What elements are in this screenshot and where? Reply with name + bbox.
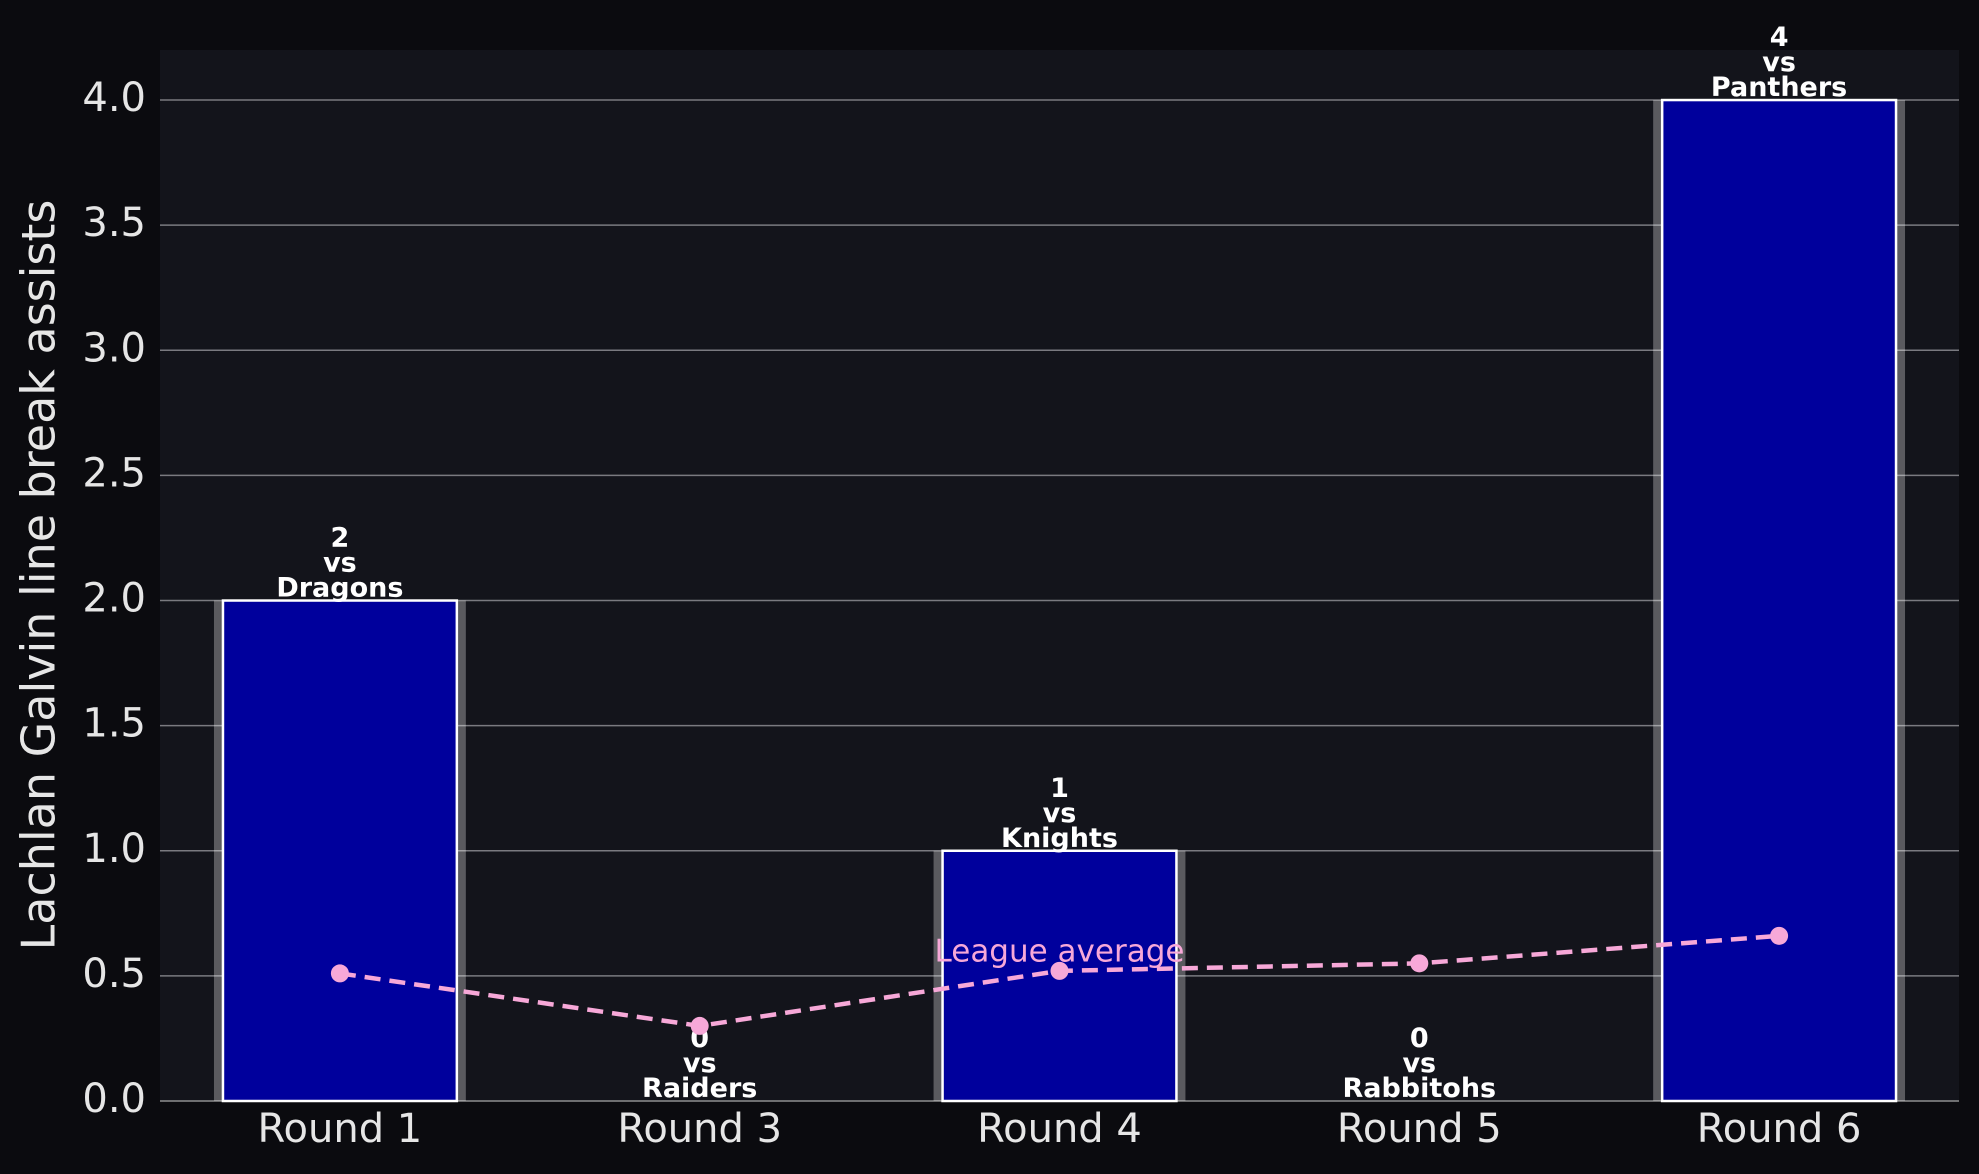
value-label-line: Knights (1001, 822, 1118, 853)
x-tick-label: Round 6 (1697, 1106, 1862, 1152)
value-label-line: 4 (1770, 22, 1789, 53)
value-label-line: vs (683, 1048, 717, 1079)
series-point (330, 964, 349, 983)
value-label: 4 vs Panthers (1711, 22, 1847, 103)
y-tick-label: 4.0 (82, 75, 146, 121)
value-label-line: vs (1762, 47, 1796, 78)
y-tick-label: 3.5 (82, 200, 146, 246)
y-tick-label: 3.0 (82, 325, 146, 371)
series-point (1410, 954, 1429, 973)
value-label: 2 vs Dragons (276, 522, 403, 603)
y-tick-label: 1.5 (82, 701, 146, 747)
value-label-line: vs (1043, 797, 1077, 828)
value-label-line: vs (323, 547, 357, 578)
y-tick-label: 0.0 (82, 1076, 146, 1122)
x-tick-label: Round 5 (1337, 1106, 1502, 1152)
bar (1660, 98, 1898, 1103)
y-tick-label: 2.5 (82, 450, 146, 496)
value-label-line: Panthers (1711, 72, 1847, 103)
y-tick-label: 2.0 (82, 576, 146, 622)
y-tick-label: 0.5 (82, 951, 146, 997)
value-label-line: vs (1402, 1048, 1436, 1079)
value-label-line: 2 (331, 522, 350, 553)
x-tick-label: Round 3 (617, 1106, 782, 1152)
value-label-line: Rabbitohs (1342, 1073, 1496, 1104)
series-point (1050, 961, 1069, 980)
y-tick-label: 1.0 (82, 826, 146, 872)
x-tick-label: Round 4 (977, 1106, 1142, 1152)
value-label-line: 0 (1410, 1023, 1429, 1054)
bar (221, 599, 459, 1103)
series-label: League average (935, 933, 1185, 969)
y-axis-label: Lachlan Galvin line break assists (12, 200, 66, 951)
x-tick-label: Round 1 (258, 1106, 423, 1152)
series-point (690, 1016, 709, 1035)
value-label-line: Dragons (276, 572, 403, 603)
value-label-line: Raiders (642, 1073, 757, 1104)
value-label-line: 1 (1050, 772, 1069, 803)
series-point (1770, 926, 1789, 945)
value-label: 0 vs Rabbitohs (1342, 1023, 1496, 1104)
value-label: 1 vs Knights (1001, 772, 1118, 853)
